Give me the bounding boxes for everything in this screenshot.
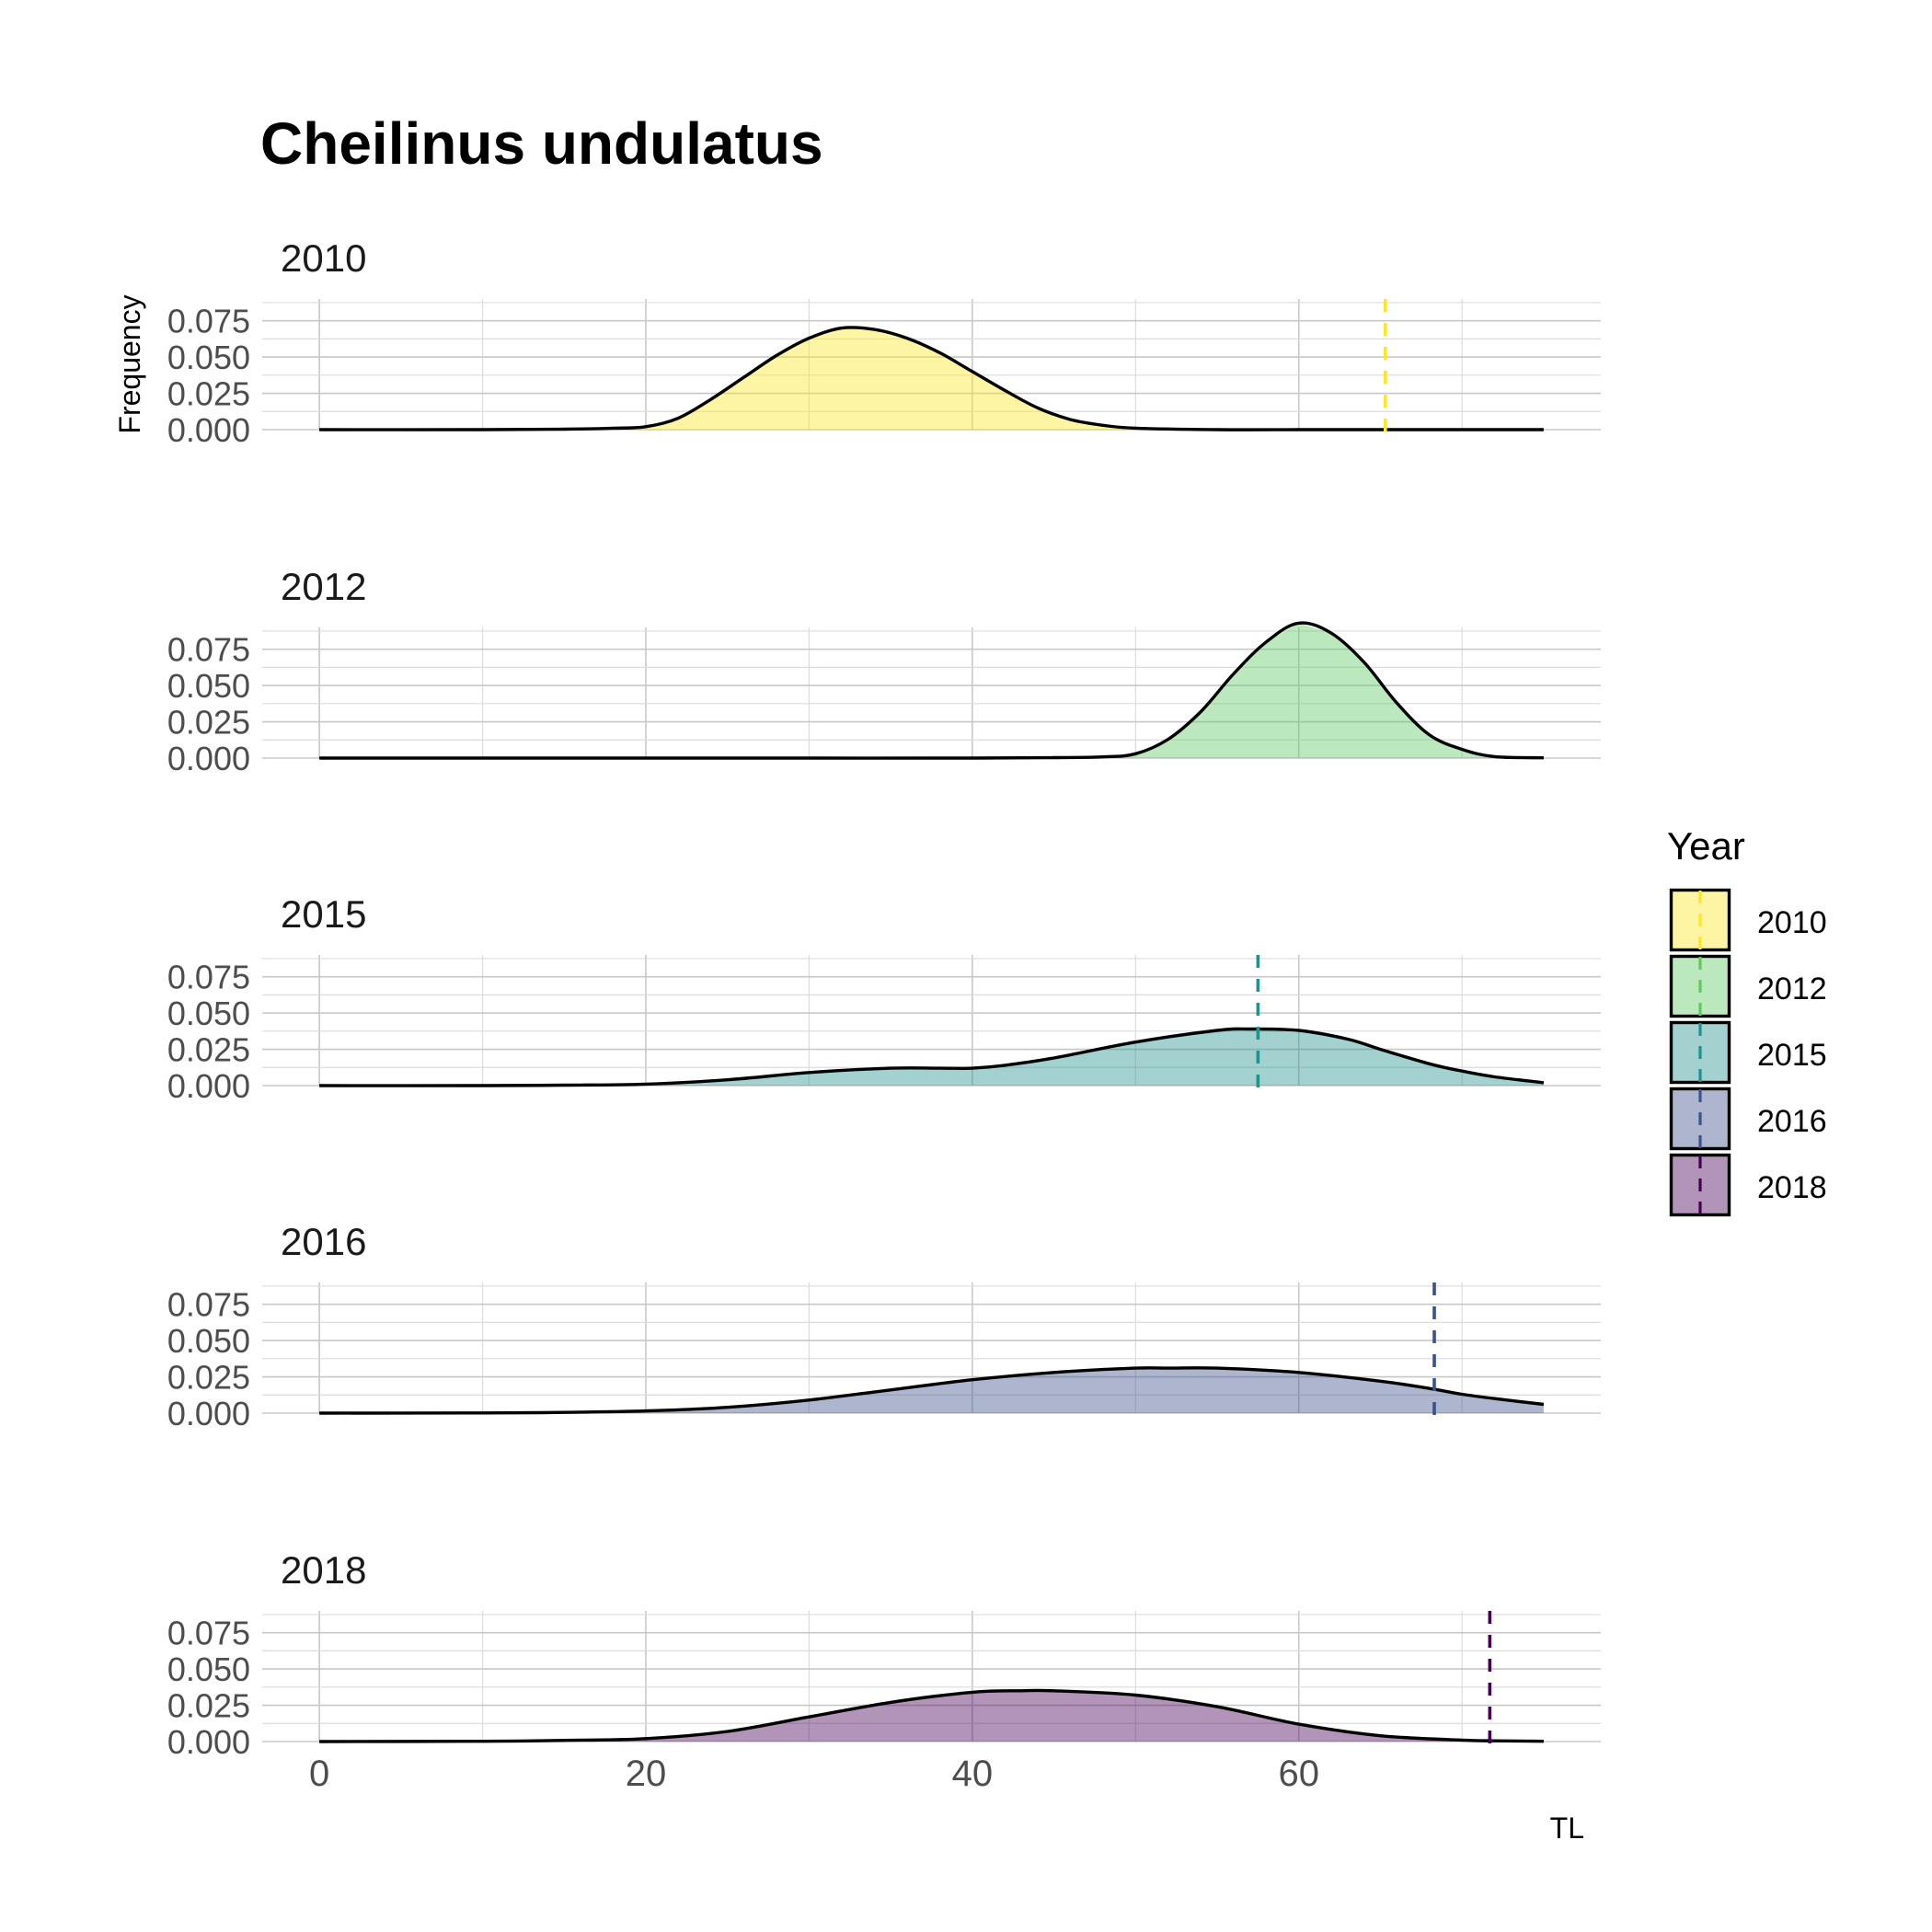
y-tick-label: 0.025 [167,1359,250,1397]
density-area [319,1368,1544,1413]
y-tick-label: 0.050 [167,995,250,1032]
x-tick-label: 0 [309,1754,329,1794]
y-tick-label: 0.025 [167,375,250,413]
chart-title: Cheilinus undulatus [260,110,823,177]
legend-item-2010: 2010 [1669,888,1827,952]
y-tick-label: 0.000 [167,1395,250,1432]
y-tick-label: 0.025 [167,1031,250,1069]
x-axis-ticks: 0 20 40 60 [309,1754,1319,1794]
density-line [319,1027,1545,1087]
y-tick-label: 0.050 [167,667,250,705]
density-line [319,621,1544,760]
y-tick-label: 0.025 [167,1687,250,1725]
panel-label: 2012 [281,565,366,608]
y-tick-label: 0.075 [167,303,250,340]
density-area [319,623,1544,758]
density-line [319,326,1544,431]
x-tick-label: 40 [952,1754,994,1794]
panel-label: 2016 [281,1220,366,1263]
density-area [319,328,1544,430]
facet-panels: 20100.0000.0250.0500.07520120.0000.0250.… [167,236,1601,1761]
y-tick-label: 0.050 [167,1650,250,1688]
legend-label: 2010 [1757,905,1827,940]
legend-label: 2018 [1757,1170,1827,1205]
y-tick-label: 0.075 [167,631,250,669]
y-tick-label: 0.000 [167,1067,250,1105]
x-tick-label: 20 [626,1754,667,1794]
x-tick-label: 60 [1278,1754,1319,1794]
y-tick-label: 0.050 [167,1322,250,1360]
y-axis-label: Frequency [113,294,146,433]
legend-item-2016: 2016 [1669,1087,1827,1151]
y-tick-label: 0.075 [167,959,250,996]
y-tick-label: 0.075 [167,1286,250,1324]
panel-label: 2010 [281,236,366,280]
panel-label: 2018 [281,1548,366,1592]
legend: Year 2010 2012 2015 2016 2018 [1667,824,1827,1217]
legend-item-2015: 2015 [1669,1020,1827,1085]
legend-label: 2012 [1757,972,1827,1006]
legend-title: Year [1667,824,1745,868]
y-tick-label: 0.050 [167,339,250,376]
legend-item-2018: 2018 [1669,1153,1827,1217]
legend-label: 2015 [1757,1038,1827,1073]
panel-label: 2015 [281,892,366,936]
density-line [319,1366,1545,1415]
x-axis-label: TL [1550,1811,1584,1845]
density-line [319,1688,1544,1743]
density-area [319,1690,1544,1742]
y-tick-label: 0.000 [167,1723,250,1761]
y-tick-label: 0.000 [167,411,250,449]
y-tick-label: 0.000 [167,740,250,777]
legend-item-2012: 2012 [1669,954,1827,1018]
y-tick-label: 0.075 [167,1615,250,1652]
y-tick-label: 0.025 [167,704,250,742]
density-area [319,1029,1544,1086]
legend-label: 2016 [1757,1104,1827,1139]
